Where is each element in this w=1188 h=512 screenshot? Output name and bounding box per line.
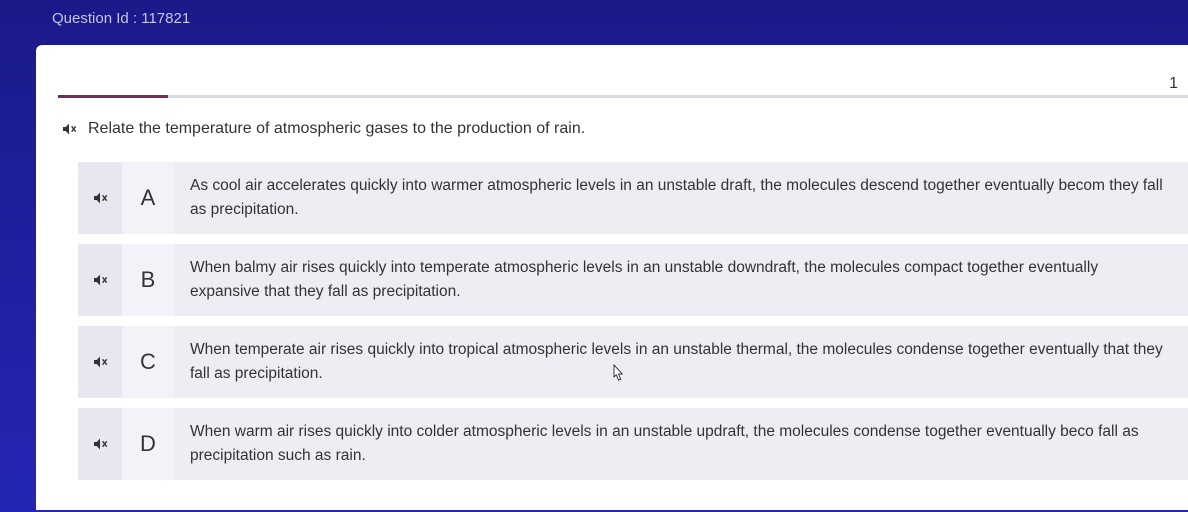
option-d-text[interactable]: When warm air rises quickly into colder … (174, 408, 1188, 480)
progress-track (58, 95, 1188, 98)
options-list: A As cool air accelerates quickly into w… (58, 162, 1188, 480)
progress-fill (58, 95, 168, 98)
option-a-letter-button[interactable]: A (122, 162, 174, 234)
option-d-letter-button[interactable]: D (122, 408, 174, 480)
option-a-text[interactable]: As cool air accelerates quickly into war… (174, 162, 1188, 234)
speaker-muted-icon (92, 436, 108, 452)
option-b-letter-button[interactable]: B (122, 244, 174, 316)
question-card: 1 Relate the temperature of atmospheric … (36, 45, 1188, 510)
option-row-b: B When balmy air rises quickly into temp… (78, 244, 1188, 316)
option-c-speaker-button[interactable] (78, 326, 122, 398)
question-speaker-icon[interactable] (60, 120, 78, 138)
option-row-c: C When temperate air rises quickly into … (78, 326, 1188, 398)
speaker-muted-icon (92, 190, 108, 206)
option-d-speaker-button[interactable] (78, 408, 122, 480)
option-row-a: A As cool air accelerates quickly into w… (78, 162, 1188, 234)
speaker-muted-icon (92, 354, 108, 370)
speaker-muted-icon (92, 272, 108, 288)
option-c-text[interactable]: When temperate air rises quickly into tr… (174, 326, 1188, 398)
option-a-speaker-button[interactable] (78, 162, 122, 234)
option-c-letter-button[interactable]: C (122, 326, 174, 398)
question-row: Relate the temperature of atmospheric ga… (58, 120, 1188, 138)
option-row-d: D When warm air rises quickly into colde… (78, 408, 1188, 480)
option-b-speaker-button[interactable] (78, 244, 122, 316)
option-b-text[interactable]: When balmy air rises quickly into temper… (174, 244, 1188, 316)
question-text: Relate the temperature of atmospheric ga… (88, 120, 585, 138)
page-counter: 1 (1169, 75, 1178, 93)
question-id-label: Question Id : 117821 (0, 0, 1188, 27)
